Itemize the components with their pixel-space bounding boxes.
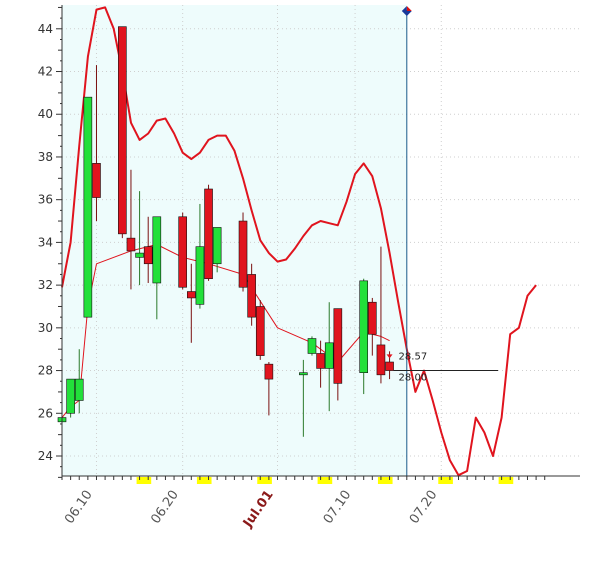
candle-up [74, 349, 84, 414]
y-tick-label: 30 [38, 321, 53, 335]
y-tick-label: 36 [38, 193, 53, 207]
line-layer [61, 6, 537, 477]
candle-up [66, 378, 75, 418]
candle-body [247, 274, 256, 318]
candle-body [74, 378, 84, 401]
y-tick-label: 24 [38, 449, 53, 463]
thick-line-series [61, 6, 537, 477]
annotation-layer: 28.57 28.00 [386, 351, 498, 384]
cursor-marker-icon [406, 6, 412, 11]
candle-body [368, 301, 377, 335]
candle-body [359, 280, 369, 373]
candle-up [135, 191, 144, 286]
y-tick-label: 26 [38, 406, 53, 420]
candle-body [324, 342, 334, 369]
candle-down [316, 340, 325, 388]
candle-body [316, 353, 325, 369]
cursor-marker-icon [401, 6, 407, 11]
candle-down [204, 184, 213, 281]
candle-body [385, 361, 394, 371]
candle-body [83, 96, 93, 318]
cursor-marker-icon [401, 11, 412, 16]
candle-body [264, 363, 274, 380]
candle-down [126, 169, 136, 290]
candle-down [238, 212, 248, 292]
candle-body [152, 216, 162, 284]
weekend-marker [136, 477, 152, 484]
thin-line-series [61, 244, 390, 418]
candle-down [264, 362, 274, 416]
grid-layer [62, 5, 580, 476]
candle-body [195, 246, 205, 305]
weekend-marker [377, 477, 393, 484]
candle-up [359, 278, 369, 395]
candle-body [135, 252, 144, 258]
weekend-marker [498, 477, 514, 484]
candle-up [299, 359, 308, 437]
candle-body [187, 291, 196, 299]
candle-up [195, 203, 205, 309]
candle-up [307, 336, 317, 356]
candle-body [299, 372, 308, 376]
candle-body [255, 306, 265, 356]
candle-up [324, 302, 334, 412]
candle-body [238, 220, 248, 288]
candle-body [212, 227, 222, 265]
candle-down [333, 308, 343, 401]
candle-up [152, 216, 162, 320]
y-tick-label: 40 [38, 107, 53, 121]
candle-body [178, 216, 187, 288]
candle-body [126, 237, 136, 252]
weekend-marker [196, 477, 212, 484]
weekend-marker [438, 477, 453, 484]
y-tick-label: 34 [38, 235, 53, 249]
candle-down [187, 263, 196, 343]
candle-down [118, 26, 127, 239]
price-arrow-icon [386, 354, 393, 359]
candle-body [66, 378, 75, 414]
candle-down [247, 263, 256, 326]
candle-body [333, 308, 343, 384]
candle-up [212, 227, 222, 273]
annotation-label: 28.00 [399, 373, 428, 384]
candle-down [143, 216, 153, 283]
candle-down [178, 212, 187, 290]
candle-up [83, 96, 93, 318]
weekend-marker [257, 477, 272, 484]
candle-body [376, 344, 386, 376]
candle-body [118, 26, 127, 235]
candle-down [92, 65, 101, 222]
y-tick-label: 28 [38, 364, 53, 378]
cursor-layer [401, 6, 412, 476]
weekend-marker [317, 477, 333, 484]
weekend-markers [136, 477, 514, 484]
candle-body [92, 163, 101, 198]
y-tick-label: 38 [38, 150, 53, 164]
candle-body [143, 246, 153, 265]
candle-down [255, 300, 265, 360]
candle-body [204, 188, 213, 280]
y-tick-label: 32 [38, 278, 53, 292]
annotation-label: 28.57 [399, 351, 428, 362]
y-tick-label: 42 [38, 65, 53, 79]
y-tick-label: 44 [38, 22, 53, 36]
candle-down [368, 297, 377, 356]
candle-down [376, 246, 386, 384]
candle-body [307, 338, 317, 354]
